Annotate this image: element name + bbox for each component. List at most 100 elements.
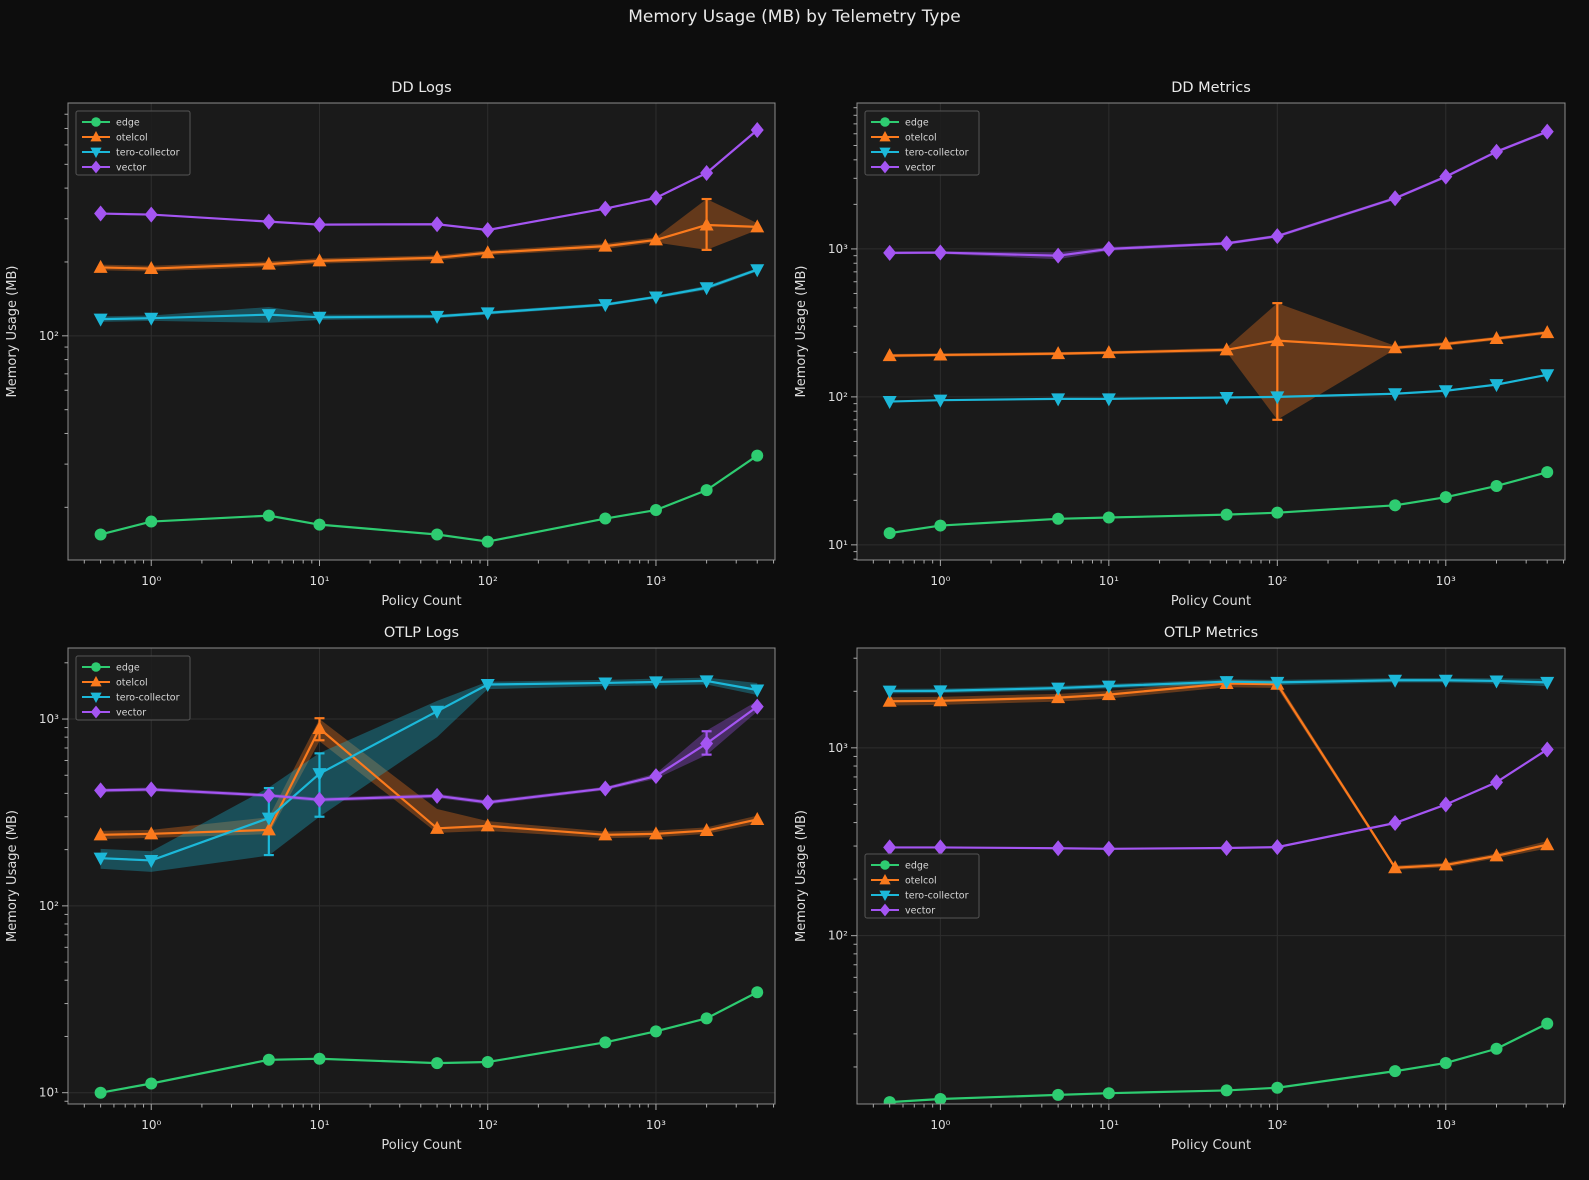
- x-axis-label: Policy Count: [1171, 1138, 1251, 1153]
- tick-label: 10³: [646, 1118, 666, 1132]
- marker-vector: [933, 839, 947, 856]
- legend-marker-vector: [90, 705, 102, 719]
- marker-tero-collector: [480, 307, 495, 321]
- band-tero-collector: [100, 267, 758, 323]
- marker-vector: [1439, 168, 1453, 185]
- tick-label: 10³: [1436, 574, 1456, 588]
- legend-marker-vector: [90, 160, 102, 174]
- marker-otelcol: [882, 693, 897, 707]
- marker-vector: [750, 122, 764, 139]
- marker-tero-collector: [933, 394, 948, 408]
- legend-label: tero-collector: [116, 693, 180, 704]
- marker-edge: [1541, 1017, 1554, 1030]
- y-axis-label: Memory Usage (MB): [5, 266, 20, 398]
- line-edge: [889, 1022, 1548, 1104]
- legend-label: edge: [905, 118, 929, 129]
- marker-tero-collector: [598, 299, 613, 313]
- marker-tero-collector: [1540, 676, 1555, 690]
- marker-otelcol: [598, 827, 613, 841]
- marker-edge: [1220, 508, 1233, 521]
- legend-label: tero-collector: [905, 148, 969, 159]
- line-tero-collector: [100, 268, 758, 321]
- marker-edge: [883, 527, 896, 540]
- legend: edge otelcol tero-collector vector: [75, 655, 191, 721]
- marker-tero-collector: [1101, 680, 1116, 694]
- marker-tero-collector: [1051, 393, 1066, 407]
- marker-otelcol: [261, 822, 276, 836]
- marker-otelcol: [1051, 690, 1066, 704]
- legend-box: [75, 110, 191, 176]
- tick-label: 10²: [828, 390, 848, 404]
- marker-tero-collector: [648, 676, 663, 690]
- marker-vector: [700, 735, 714, 752]
- legend-marker-edge: [880, 117, 890, 127]
- marker-vector: [1540, 123, 1554, 140]
- marker-otelcol: [882, 348, 897, 362]
- tick-label: 10²: [478, 574, 498, 588]
- marker-tero-collector: [933, 685, 948, 699]
- marker-tero-collector: [1489, 675, 1504, 689]
- marker-vector: [1270, 839, 1284, 856]
- legend-box: [75, 655, 191, 721]
- tick-label: 10⁰: [930, 574, 950, 588]
- marker-vector: [262, 213, 276, 230]
- line-tero-collector: [889, 679, 1548, 693]
- marker-edge: [1271, 1081, 1284, 1094]
- marker-vector: [649, 768, 663, 785]
- chart-title: DD Metrics: [1171, 80, 1251, 96]
- y-axis-label: Memory Usage (MB): [794, 810, 809, 942]
- marker-edge: [649, 1025, 662, 1038]
- marker-tero-collector: [750, 684, 765, 698]
- axes-background: [68, 103, 775, 560]
- marker-vector: [598, 780, 612, 797]
- marker-vector: [94, 782, 108, 799]
- x-axis-label: Policy Count: [381, 1138, 461, 1153]
- y-axis-label: Memory Usage (MB): [794, 266, 809, 398]
- marker-otelcol: [598, 238, 613, 252]
- tick-label: 10¹: [309, 574, 329, 588]
- marker-vector: [700, 164, 714, 181]
- line-vector: [889, 130, 1548, 257]
- marker-otelcol: [1438, 336, 1453, 350]
- marker-tero-collector: [882, 396, 897, 410]
- marker-tero-collector: [1438, 385, 1453, 399]
- marker-vector: [1220, 235, 1234, 252]
- marker-edge: [1052, 1088, 1065, 1101]
- figure-title: Memory Usage (MB) by Telemetry Type: [628, 7, 961, 27]
- legend: edge otelcol tero-collector vector: [864, 110, 980, 176]
- marker-otelcol: [480, 818, 495, 832]
- marker-edge: [1439, 1056, 1452, 1069]
- marker-tero-collector: [144, 312, 159, 326]
- marker-vector: [933, 244, 947, 261]
- legend-box: [864, 853, 980, 919]
- marker-otelcol: [1388, 340, 1403, 354]
- marker-tero-collector: [1219, 676, 1234, 690]
- marker-edge: [1271, 506, 1284, 519]
- marker-edge: [934, 519, 947, 532]
- legend-marker-otelcol: [879, 874, 891, 885]
- tick-label: 10⁰: [141, 1118, 161, 1132]
- marker-otelcol: [1540, 837, 1555, 851]
- marker-edge: [431, 1057, 444, 1070]
- marker-vector: [1439, 796, 1453, 813]
- marker-edge: [1389, 1065, 1402, 1078]
- line-edge: [100, 991, 758, 1094]
- tick-label: 10¹: [1099, 1118, 1119, 1132]
- x-axis-label: Policy Count: [381, 594, 461, 609]
- legend-label: otelcol: [905, 133, 937, 144]
- marker-vector: [1388, 814, 1402, 831]
- legend-label: vector: [905, 163, 935, 174]
- x-axis-label: Policy Count: [1171, 594, 1251, 609]
- legend-label: edge: [905, 861, 929, 872]
- marker-vector: [94, 205, 108, 222]
- axes-spine: [67, 102, 776, 561]
- line-vector: [100, 129, 758, 232]
- tick-label: 10⁰: [141, 574, 161, 588]
- marker-tero-collector: [93, 852, 108, 866]
- marker-edge: [313, 518, 326, 531]
- marker-vector: [312, 791, 326, 808]
- marker-vector: [1270, 228, 1284, 245]
- marker-tero-collector: [1219, 392, 1234, 406]
- legend: edge otelcol tero-collector vector: [75, 110, 191, 176]
- legend-label: edge: [116, 118, 140, 129]
